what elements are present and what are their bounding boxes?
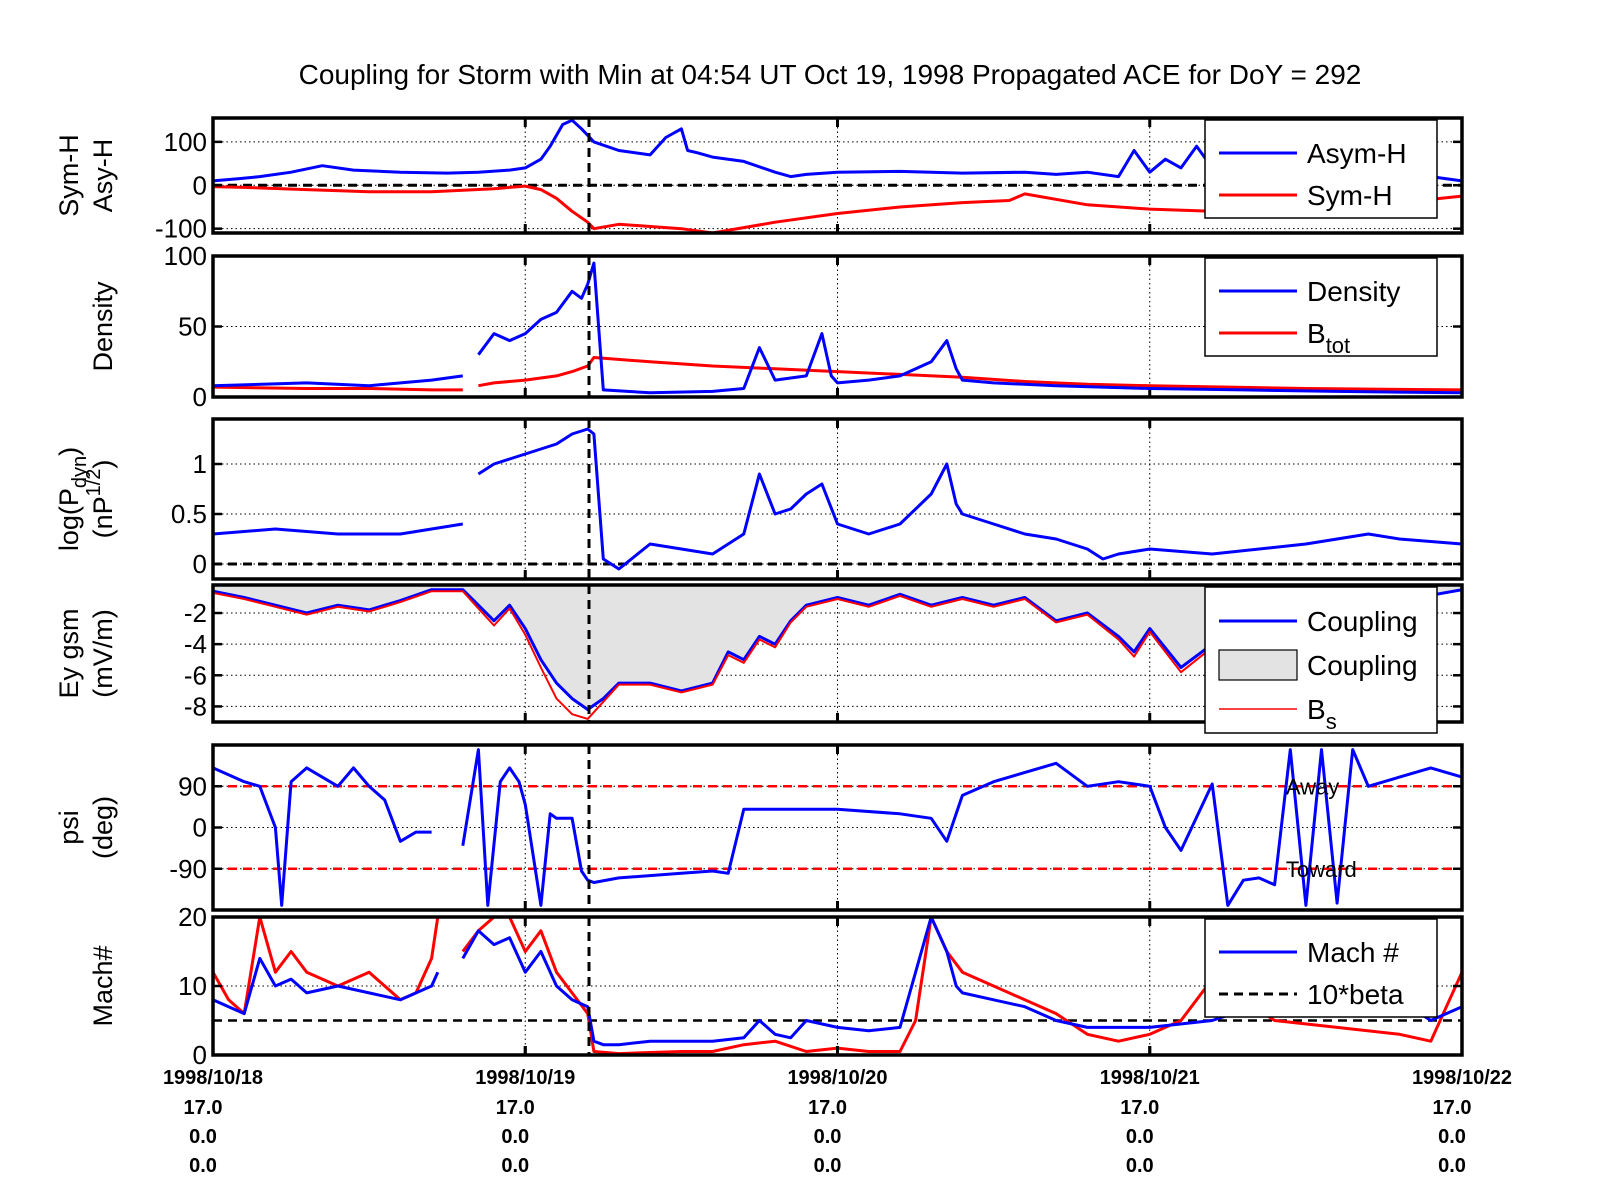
x-tick-line3: 0.0 — [501, 1126, 529, 1148]
y-tick-label: 20 — [178, 902, 207, 932]
legend-label: Coupling — [1307, 650, 1418, 681]
y-axis-label: Asy-H — [88, 139, 118, 213]
x-tick-line4: 0.0 — [1438, 1155, 1466, 1177]
legend-label: Sym-H — [1307, 180, 1393, 211]
legend-label: Coupling — [1307, 606, 1418, 637]
legend-label: Btot — [1307, 318, 1350, 358]
y-tick-label: -6 — [184, 660, 207, 690]
panel-5: Away Toward 90 0 -90 psi (deg) — [54, 743, 1464, 912]
legend-label: Asym-H — [1307, 138, 1407, 169]
y-axis-label: Ey gsm — [54, 608, 84, 698]
plot-area — [213, 585, 1462, 720]
legend-label: Bs — [1307, 694, 1337, 734]
plot-area — [213, 917, 1462, 1055]
x-tick-line4: 0.0 — [814, 1155, 842, 1177]
legend: Asym-H Sym-H — [1204, 119, 1438, 219]
legend-label: Density — [1307, 276, 1400, 307]
annotation-label: Toward — [1286, 857, 1357, 882]
series-primary-line — [213, 917, 1462, 1047]
plot-area — [213, 748, 1462, 907]
x-tick-line3: 0.0 — [189, 1126, 217, 1148]
x-tick-line2: 17.0 — [1433, 1097, 1472, 1119]
panel-frame — [211, 116, 1464, 235]
legend-box — [1204, 119, 1438, 219]
y-tick-label: -8 — [184, 691, 207, 721]
plot-area — [213, 261, 1462, 395]
x-tick-date: 1998/10/20 — [787, 1067, 887, 1089]
y-tick-label: -90 — [169, 854, 207, 884]
x-tick-line3: 0.0 — [1126, 1126, 1154, 1148]
y-tick-label: 90 — [178, 771, 207, 801]
y-tick-label: 0 — [193, 1040, 207, 1070]
legend-box — [1204, 918, 1438, 1018]
y-tick-label: 10 — [178, 971, 207, 1001]
plot-area — [213, 427, 1462, 571]
x-axis: 1998/10/18 17.0 0.0 0.0 1998/10/19 17.0 0.0 0.0… — [163, 1046, 1512, 1177]
x-tick-line2: 17.0 — [496, 1097, 535, 1119]
panel-4: -2-4-6-8 Ey gsm (mV/m) Coupling Coupling Bs — [54, 583, 1464, 734]
figure-title: Coupling for Storm with Min at 04:54 UT … — [299, 59, 1362, 90]
y-tick-label: -2 — [184, 598, 207, 628]
y-axis-label: psi — [54, 810, 84, 845]
legend: Mach # 10*beta — [1204, 918, 1438, 1018]
series-primary-line — [213, 588, 1462, 711]
coupling-area — [213, 585, 1462, 710]
x-tick-date: 1998/10/22 — [1412, 1067, 1512, 1089]
legend-swatch — [1218, 649, 1298, 681]
legend-box — [1204, 257, 1438, 357]
y-tick-label: 0 — [193, 549, 207, 579]
legend-label: 10*beta — [1307, 979, 1404, 1010]
x-tick-line4: 0.0 — [189, 1155, 217, 1177]
y-axis-label: (deg) — [88, 796, 118, 859]
y-tick-label: 0 — [193, 170, 207, 200]
y-axis-label: Sym-H — [54, 134, 84, 217]
x-tick-line2: 17.0 — [808, 1097, 847, 1119]
series-secondary-line — [213, 184, 1462, 233]
x-tick-line2: 17.0 — [184, 1097, 223, 1119]
series-secondary-line — [213, 590, 1244, 720]
y-axis-label: (nP1/2) — [83, 460, 118, 539]
y-tick-label: -4 — [184, 629, 207, 659]
series-primary-line — [213, 748, 1462, 907]
y-tick-label: 50 — [178, 312, 207, 342]
y-axis-label: Mach# — [88, 945, 118, 1026]
x-tick-line3: 0.0 — [814, 1126, 842, 1148]
x-tick-date: 1998/10/21 — [1100, 1067, 1200, 1089]
y-tick-label: -100 — [155, 214, 207, 244]
panel-frame — [211, 583, 1464, 724]
y-tick-label: 100 — [164, 127, 207, 157]
x-tick-line4: 0.0 — [501, 1155, 529, 1177]
legend-label: Mach # — [1307, 937, 1399, 968]
panel-2: 100 50 0 Density Density Btot — [88, 241, 1464, 412]
x-tick-line2: 17.0 — [1120, 1097, 1159, 1119]
y-axis-label: Density — [88, 281, 118, 372]
series-secondary-line — [213, 356, 1462, 392]
y-axis-label: log(Pdyn) — [54, 447, 91, 551]
x-tick-date: 1998/10/18 — [163, 1067, 263, 1089]
panel-frame — [211, 417, 1464, 581]
legend: Coupling Coupling Bs — [1204, 586, 1438, 734]
panel-3: 1 0.5 0 log(Pdyn)(nP1/2) — [54, 417, 1464, 581]
y-tick-label: 0.5 — [171, 499, 207, 529]
x-tick-date: 1998/10/19 — [475, 1067, 575, 1089]
y-tick-label: 1 — [193, 449, 207, 479]
legend: Density Btot — [1204, 257, 1438, 358]
x-tick-line3: 0.0 — [1438, 1126, 1466, 1148]
y-tick-label: 100 — [164, 241, 207, 271]
x-tick-line4: 0.0 — [1126, 1155, 1154, 1177]
series-primary-line — [213, 427, 1462, 571]
series-primary-line — [213, 261, 1462, 395]
y-tick-label: 0 — [193, 382, 207, 412]
annotation-label: Away — [1286, 774, 1339, 799]
y-tick-label: 0 — [193, 813, 207, 843]
y-axis-label: (mV/m) — [88, 609, 118, 697]
